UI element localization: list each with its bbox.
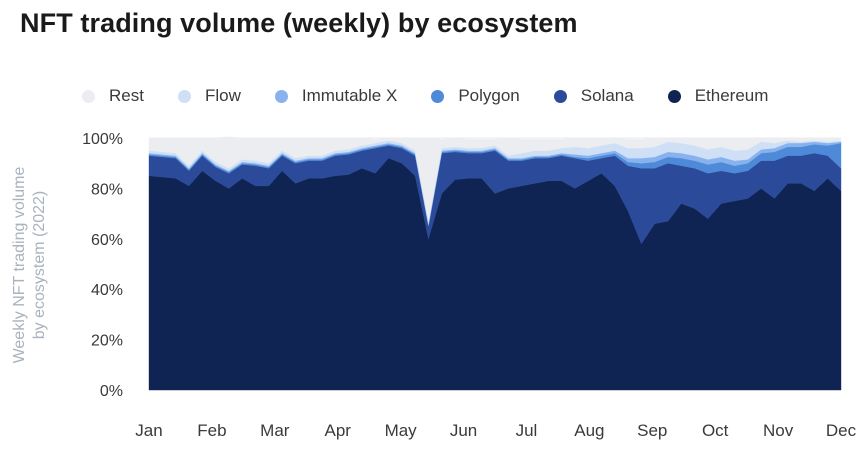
legend-swatch [553, 89, 567, 103]
legend-item-polygon: Polygon [431, 86, 520, 106]
x-tick-label: Jan [135, 421, 162, 440]
legend-label: Polygon [458, 86, 520, 105]
area-rest [148, 136, 842, 222]
y-tick-label: 80% [91, 181, 123, 198]
x-tick-label: May [385, 421, 418, 440]
x-tick-label: Apr [324, 421, 351, 440]
x-tick-label: Mar [260, 421, 290, 440]
legend-item-flow: Flow [177, 86, 241, 106]
x-tick-label: Jul [516, 421, 538, 440]
area-series-group [148, 136, 842, 391]
legend-label: Flow [204, 86, 241, 105]
chart-title: NFT trading volume (weekly) by ecosystem [20, 8, 578, 38]
y-tick-label: 100% [82, 131, 123, 148]
x-tick-label: Feb [197, 421, 226, 440]
y-tick-label: 0% [100, 383, 123, 400]
legend-swatch [431, 89, 445, 103]
legend-label: Solana [580, 86, 634, 105]
legend-item-rest: Rest [82, 86, 144, 106]
x-tick-label: Nov [763, 421, 794, 440]
legend-swatch [667, 89, 681, 103]
chart-legend: Rest Flow Immutable X Polygon Solana Ethereum [82, 86, 802, 106]
x-tick-label: Oct [702, 421, 729, 440]
legend-swatch [82, 89, 95, 103]
legend-item-immutable-x: Immutable X [274, 86, 398, 106]
legend-label: Rest [109, 86, 144, 105]
y-tick-label: 60% [91, 232, 123, 249]
legend-swatch [274, 89, 288, 103]
legend-item-solana: Solana [553, 86, 634, 106]
x-tick-label: Jun [450, 421, 477, 440]
x-tick-label: Aug [574, 421, 604, 440]
legend-label: Ethereum [694, 86, 769, 105]
legend-label: Immutable X [301, 86, 398, 105]
legend-swatch [177, 89, 191, 103]
y-tick-label: 20% [91, 333, 123, 350]
y-tick-label: 40% [91, 282, 123, 299]
x-tick-label: Dec [826, 421, 857, 440]
legend-item-ethereum: Ethereum [667, 86, 769, 106]
x-tick-label: Sep [637, 421, 667, 440]
